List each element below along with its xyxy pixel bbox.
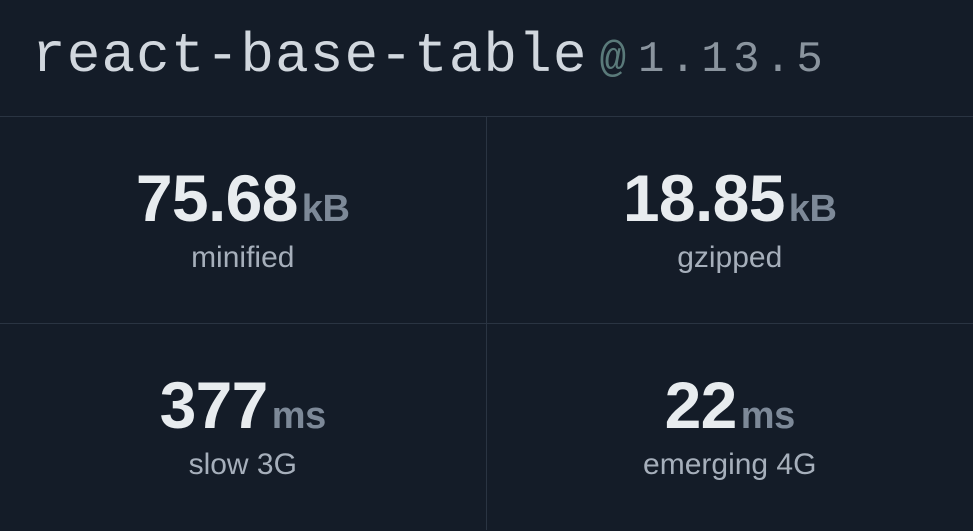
metric-value-row: 75.68 kB (136, 165, 350, 231)
metric-value-row: 18.85 kB (623, 165, 837, 231)
metric-slow-3g: 377 ms slow 3G (0, 324, 487, 531)
metric-unit: ms (741, 395, 795, 438)
metric-unit: ms (272, 395, 326, 438)
at-symbol: @ (600, 35, 626, 85)
metric-minified: 75.68 kB minified (0, 117, 487, 324)
package-header: react-base-table @ 1.13.5 (0, 0, 973, 116)
metric-value: 22 (665, 372, 737, 438)
package-name: react-base-table (32, 24, 588, 88)
metric-value: 377 (160, 372, 268, 438)
package-version: 1.13.5 (638, 35, 828, 85)
metric-unit: kB (302, 188, 350, 231)
metric-label: emerging 4G (643, 448, 816, 482)
metric-label: gzipped (677, 241, 782, 275)
metric-value: 75.68 (136, 165, 298, 231)
metric-value-row: 377 ms (160, 372, 326, 438)
metric-value-row: 22 ms (665, 372, 795, 438)
metric-label: minified (191, 241, 294, 275)
metrics-grid: 75.68 kB minified 18.85 kB gzipped 377 m… (0, 116, 973, 530)
metric-label: slow 3G (189, 448, 297, 482)
metric-emerging-4g: 22 ms emerging 4G (487, 324, 973, 531)
metric-value: 18.85 (623, 165, 785, 231)
metric-unit: kB (789, 188, 837, 231)
metric-gzipped: 18.85 kB gzipped (487, 117, 973, 324)
